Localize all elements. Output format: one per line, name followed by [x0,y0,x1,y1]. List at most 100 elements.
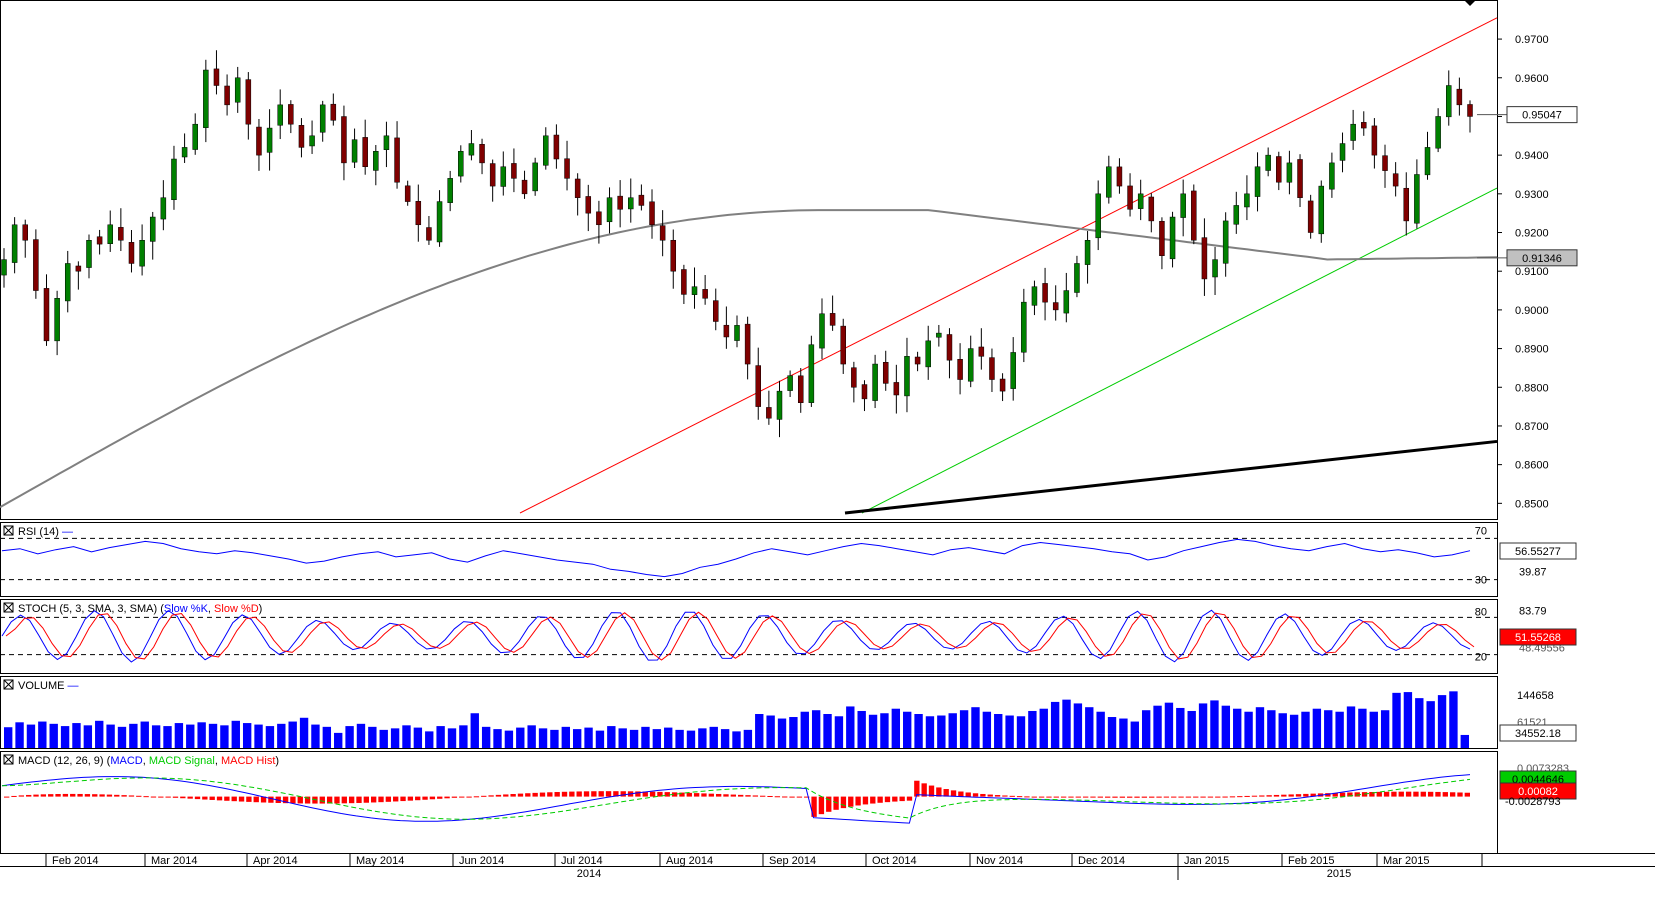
year-label: 2015 [1327,868,1351,880]
price-tick-label: 0.8600 [1515,460,1549,472]
month-label: Aug 2014 [666,855,713,867]
macd-hist-bar [1127,796,1133,798]
volume-toggle-icon [3,679,14,690]
macd-hist-bar [1369,791,1375,797]
price-tick-label: 0.9300 [1515,189,1549,201]
macd-hist-bar [914,780,920,797]
stoch-level-label: 20 [1475,652,1487,664]
candle-body [1435,116,1441,149]
macd-hist-bar [921,783,927,797]
candle-body [1286,162,1293,183]
volume-bar [777,718,787,748]
macd-title: MACD (12, 26, 9) (MACD, MACD Signal, MAC… [18,755,279,767]
volume-bar [470,713,479,748]
candle-body [351,139,358,163]
price-tick-label: 0.9000 [1515,305,1549,317]
volume-bar [493,729,502,748]
macd-hist-bar [326,796,333,804]
candle-body [266,127,273,153]
volume-bar [459,725,468,748]
macd-hist-bar [444,796,450,799]
macd-hist-bar [495,794,502,797]
volume-bar [1380,710,1390,748]
macd-hist-bar [569,791,575,797]
macd-hist-bar [1075,796,1081,798]
macd-hist-bar [1435,791,1441,797]
candle-body [1371,125,1378,156]
macd-hist-bar [1405,791,1412,797]
trendline [519,17,1498,514]
candlesticks [1,50,1473,438]
volume-bar [572,729,582,748]
candle-body [1084,240,1091,265]
candle-body [585,196,592,214]
macd-hist-bar [1185,796,1192,798]
volume-bar [857,710,866,748]
macd-hist-bar [33,794,39,797]
macd-hist-bar [77,793,83,797]
macd-hist-bar [304,796,311,804]
candle-body [1095,193,1101,239]
volume-bar [288,721,297,748]
macd-hist-bar [811,796,817,817]
volume-bar [800,711,809,748]
macd-hist-bar [503,794,509,797]
volume-bar [1403,692,1413,748]
candle-body [1191,190,1197,241]
macd-hist-bar [701,793,707,797]
macd-hist-bar [114,794,120,797]
candle-body [160,197,167,220]
candle-body [1063,290,1070,314]
trendlines [519,17,1498,515]
month-label: May 2014 [356,855,404,867]
macd-hist-bar [613,791,619,797]
candle-body [521,179,528,195]
volume-bar [652,729,662,748]
macd-hist-bar [1266,795,1272,797]
candle-body [936,332,942,338]
macd-hist-bar [84,794,91,797]
volume-bar [38,721,47,748]
stoch-toggle-icon [3,602,14,613]
candle-body [118,227,124,241]
candle-body [479,144,485,164]
volume-title: VOLUME — [18,680,79,692]
stoch-title: STOCH (5, 3, SMA, 3, SMA) (Slow %K, Slow… [18,603,262,615]
macd-hist-bar [246,796,252,802]
macd-hist-bar [1046,796,1052,798]
macd-hist-bar [1038,796,1045,798]
price-tick-label: 0.8900 [1515,344,1549,356]
macd-hist-bar [1178,796,1184,798]
candle-body [107,224,113,244]
candle-body [1106,166,1112,198]
macd-hist-bar [532,792,538,797]
macd-hist-bar [238,796,245,802]
candle-body [861,384,868,400]
volume-bar [641,726,650,748]
macd-hist-bar [870,796,876,804]
candle-body [1414,174,1420,224]
candle-body [1180,193,1186,218]
macd-hist-bar [348,796,355,804]
macd-right-value: -0.0028793 [1505,796,1561,808]
volume-bar [83,725,93,748]
candle-body [203,69,209,128]
macd-hist-bar [1060,796,1067,798]
candle-body [1382,155,1388,171]
macd-hist-bar [407,796,414,801]
macd-hist-bar [1332,792,1338,797]
volume-bar [618,728,627,748]
macd-hist-bar [1024,796,1030,798]
macd-hist-bar [26,794,32,797]
macd-hist-bar [385,796,392,802]
candle-body [415,201,422,226]
volume-bar [1255,707,1265,748]
macd-hist-bar [1398,791,1404,797]
candle-body [234,77,241,103]
volume-bar [186,724,195,748]
volume-bar [220,725,229,748]
volume-bar [197,722,206,748]
candle-body [447,178,453,203]
macd-hist-bar [1281,794,1287,797]
volume-bar [1221,705,1231,748]
